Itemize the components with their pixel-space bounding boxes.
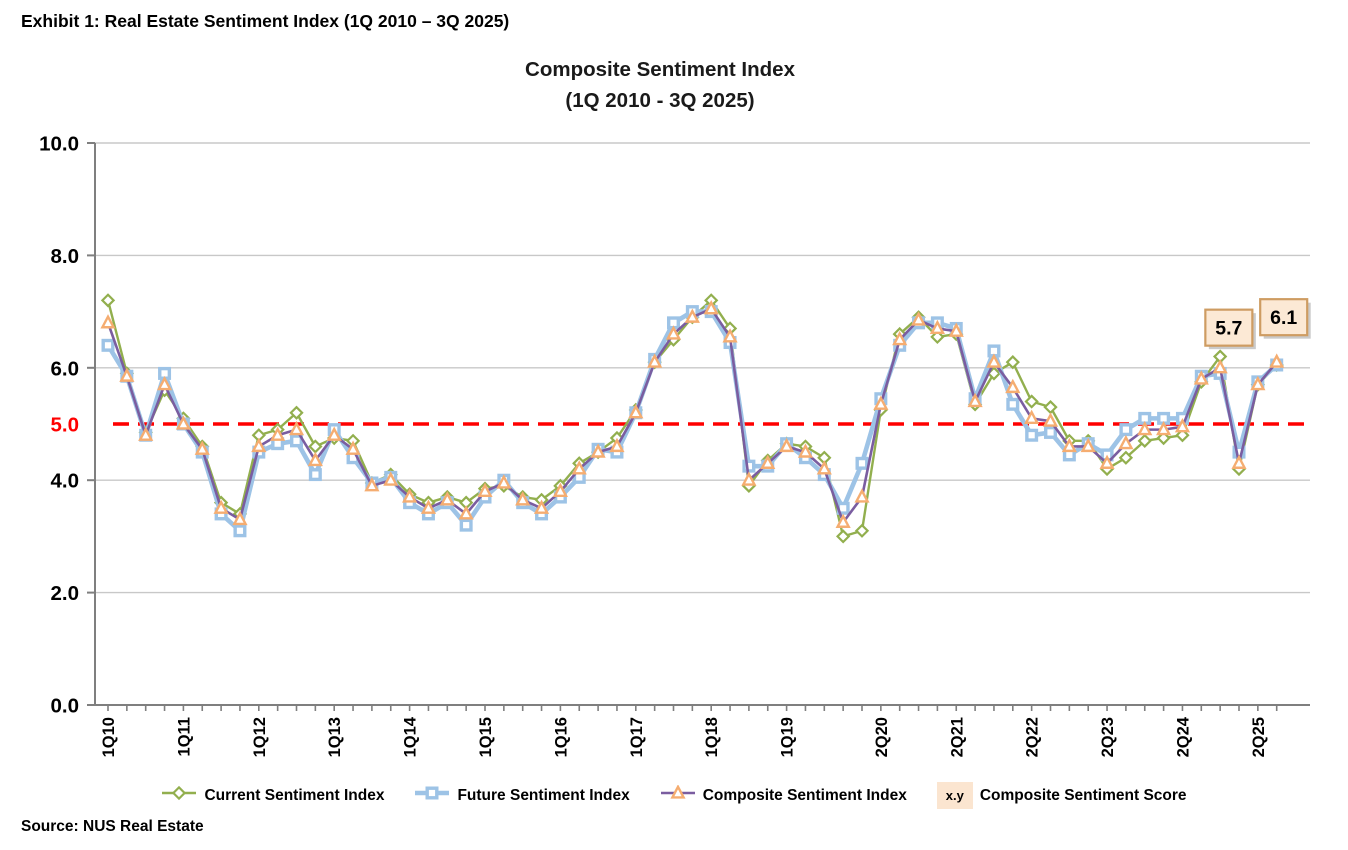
y-axis-tick-label: 4.0: [51, 470, 80, 493]
source-note: Source: NUS Real Estate: [21, 818, 204, 835]
annotation-label: 6.1: [1270, 307, 1297, 329]
y-axis-tick-label: 6.0: [51, 357, 80, 380]
x-axis-tick-label: 1Q18: [703, 717, 721, 757]
future-series-marker-icon: [414, 785, 450, 806]
x-axis-tick-label: 2Q20: [873, 717, 891, 757]
chart-legend: Current Sentiment Index Future Sentiment…: [0, 782, 1348, 809]
x-axis-tick-label: 2Q22: [1024, 717, 1042, 757]
x-axis-tick-label: 1Q17: [628, 717, 646, 757]
x-axis-tick-label: 1Q16: [552, 717, 570, 757]
chart-title: Composite Sentiment Index: [525, 58, 795, 81]
y-gridlines: [95, 142, 1310, 594]
legend-label-composite: Composite Sentiment Index: [702, 786, 907, 804]
x-axis-tick-label: 2Q24: [1174, 716, 1192, 757]
series-line-current-sentiment-index: [106, 299, 1278, 538]
current-series-marker-icon: [161, 785, 197, 806]
x-axis-tick-label: 2Q23: [1099, 717, 1117, 757]
chart-subtitle: (1Q 2010 - 3Q 2025): [565, 89, 755, 112]
y-axis-labels: 0.0 2.0 4.0 6.0 8.0 10.0: [39, 133, 95, 718]
series-line-future-sentiment-index: [106, 309, 1279, 534]
series-current-sentiment-index: [100, 293, 1284, 544]
legend-label-future: Future Sentiment Index: [457, 786, 630, 804]
x-axis-tick-label: 1Q11: [175, 717, 193, 756]
series-future-sentiment-index: [101, 305, 1284, 538]
legend-item-current: Current Sentiment Index: [161, 785, 384, 806]
legend-label-score: Composite Sentiment Score: [979, 786, 1187, 804]
legend-item-score: x.y Composite Sentiment Score: [936, 782, 1187, 809]
y-axis-tick-label: 0.0: [51, 695, 80, 718]
x-axis-tick-label: 1Q14: [402, 716, 420, 757]
x-axis-tick-label: 1Q19: [779, 717, 797, 757]
x-axis-ticks: [107, 705, 1278, 711]
x-axis-tick-label: 2Q25: [1250, 717, 1268, 757]
composite-series-marker-icon: [660, 784, 696, 806]
y-axis-tick-label: 10.0: [39, 133, 79, 156]
series-composite-sentiment-index: [100, 300, 1285, 528]
exhibit-title: Exhibit 1: Real Estate Sentiment Index (…: [21, 11, 510, 31]
reference-line-label: 5.0: [51, 414, 80, 437]
legend-label-current: Current Sentiment Index: [204, 786, 385, 804]
y-axis-tick-label: 2.0: [51, 582, 80, 605]
x-axis-labels: 1Q10 1Q11 1Q12 1Q13 1Q14 1Q15 1Q16 1Q17 1Q18 1Q19…: [100, 716, 1268, 757]
reference-line: 5.0: [51, 414, 1312, 437]
legend-item-future: Future Sentiment Index: [414, 785, 630, 806]
series-line-composite-sentiment-index: [106, 307, 1278, 524]
annotation-3q25: 6.1: [1259, 298, 1311, 339]
x-axis-tick-label: 1Q13: [326, 717, 344, 757]
annotation-label: 5.7: [1215, 318, 1242, 340]
score-swatch-icon: x.y: [936, 782, 973, 809]
legend-item-composite: Composite Sentiment Index: [660, 784, 907, 806]
x-axis-tick-label: 1Q12: [251, 717, 269, 757]
x-axis-tick-label: 1Q10: [100, 717, 118, 757]
chart-title-block: Composite Sentiment Index (1Q 2010 - 3Q …: [0, 54, 1320, 116]
x-axis-tick-label: 1Q15: [477, 717, 495, 757]
annotation-2q25: 5.7: [1204, 308, 1256, 350]
y-axis-tick-label: 8.0: [51, 245, 80, 268]
x-axis-tick-label: 2Q21: [948, 717, 966, 757]
